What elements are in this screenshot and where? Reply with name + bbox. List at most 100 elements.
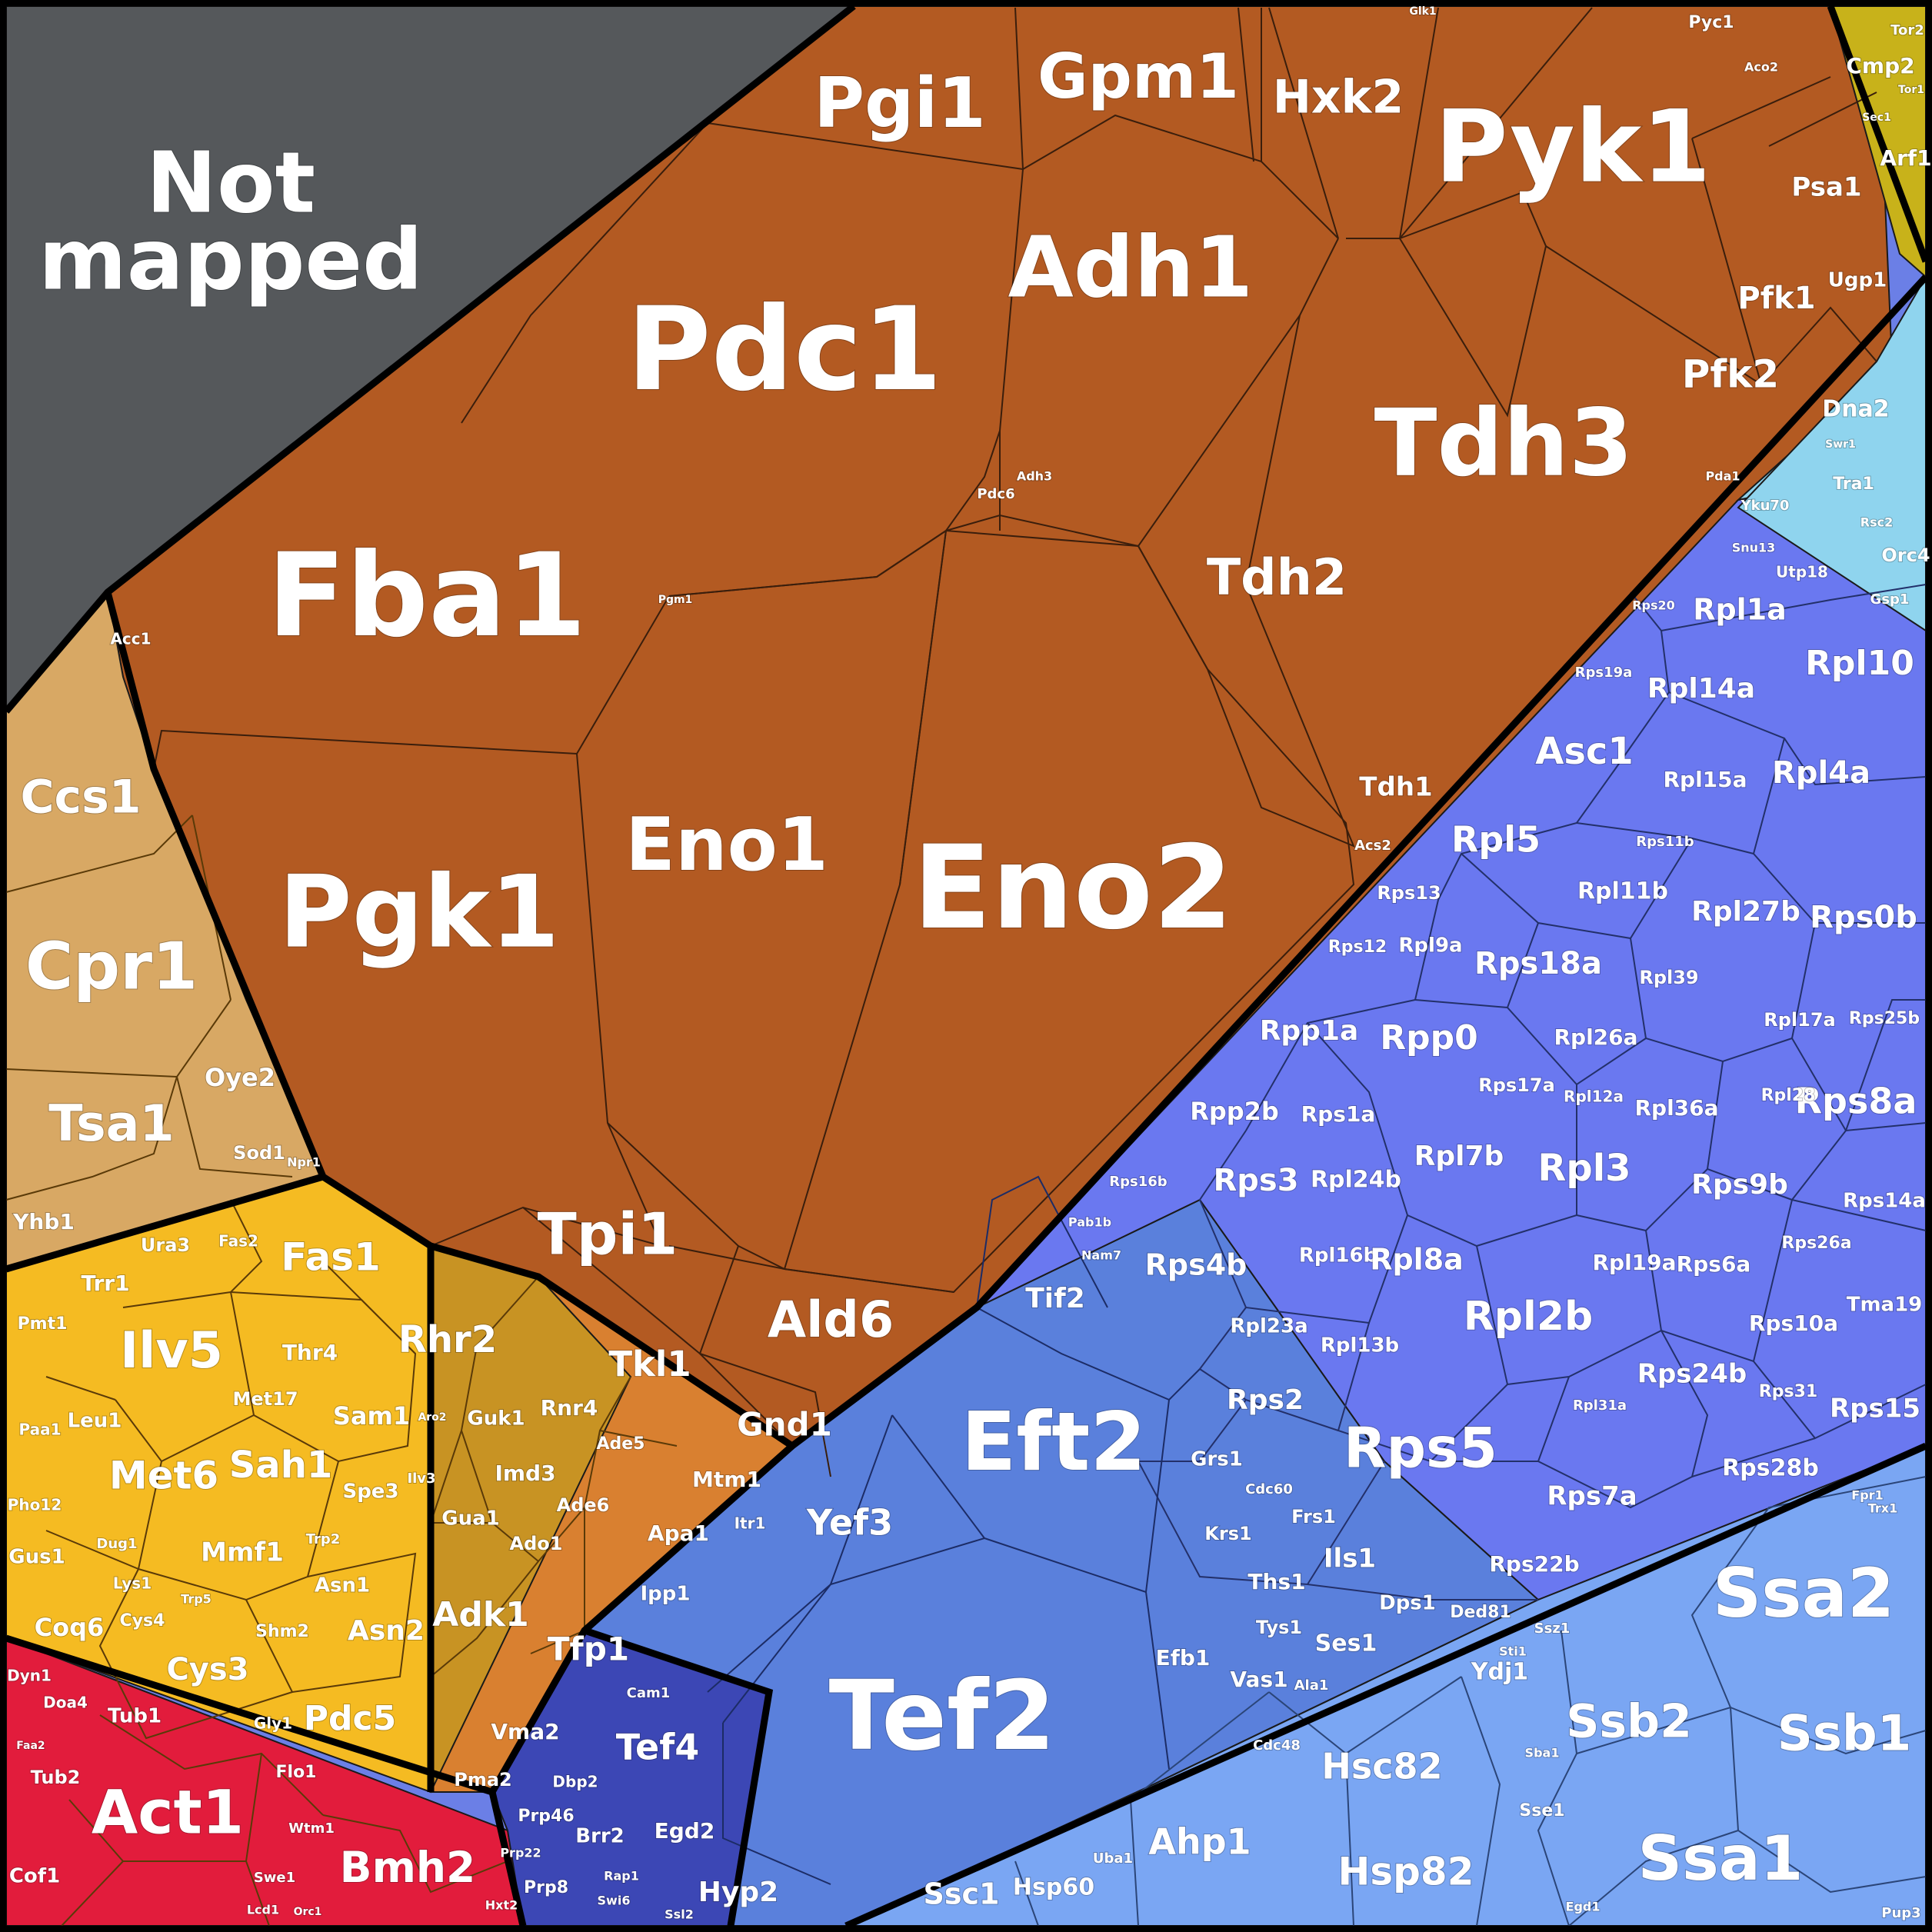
label-tpi1: Tpi1 <box>538 1201 678 1268</box>
label-rps12: Rps12 <box>1328 938 1387 957</box>
label-adk1: Adk1 <box>432 1595 528 1634</box>
label-pgm1: Pgm1 <box>658 594 693 606</box>
label-acc1: Acc1 <box>110 630 151 648</box>
label-dbp2: Dbp2 <box>552 1773 598 1791</box>
label-doa4: Doa4 <box>43 1694 88 1712</box>
label-rps17a: Rps17a <box>1478 1074 1555 1096</box>
label-rpp1a: Rpp1a <box>1260 1015 1359 1047</box>
label-trp5: Trp5 <box>181 1592 212 1607</box>
label-hyp2: Hyp2 <box>698 1877 778 1908</box>
label-pda1: Pda1 <box>1705 469 1740 484</box>
label-sba1: Sba1 <box>1525 1746 1560 1760</box>
label-pdc6: Pdc6 <box>977 486 1014 502</box>
label-rnr4: Rnr4 <box>541 1395 598 1421</box>
label-fas2: Fas2 <box>218 1232 258 1251</box>
label-hsp60: Hsp60 <box>1013 1874 1094 1901</box>
label-rps6a: Rps6a <box>1677 1251 1751 1277</box>
label-sec1: Sec1 <box>1862 112 1891 124</box>
label-tor1: Tor1 <box>1898 84 1924 96</box>
label-rpl16b: Rpl16b <box>1299 1244 1377 1267</box>
label-adh1: Adh1 <box>1008 218 1254 316</box>
label-tor2: Tor2 <box>1890 22 1924 38</box>
label-leu1: Leu1 <box>68 1410 122 1433</box>
label-pfk1: Pfk1 <box>1737 281 1815 316</box>
label-ilv5: Ilv5 <box>120 1322 223 1380</box>
label-shm2: Shm2 <box>255 1622 309 1641</box>
label-pgk1: Pgk1 <box>278 854 559 971</box>
label-ssl2: Ssl2 <box>665 1907 694 1922</box>
label-ade6: Ade6 <box>557 1494 610 1516</box>
label-rps13: Rps13 <box>1377 882 1441 904</box>
label-ala1: Ala1 <box>1294 1677 1329 1694</box>
label-rps25b: Rps25b <box>1849 1009 1920 1028</box>
label-rpl14a: Rpl14a <box>1647 673 1755 705</box>
label-pab1b: Pab1b <box>1068 1215 1111 1230</box>
label-rps18a: Rps18a <box>1474 946 1602 981</box>
glycolysis-cells <box>107 7 1877 1477</box>
label-rpl36a: Rpl36a <box>1634 1095 1718 1121</box>
label-tys1: Tys1 <box>1256 1617 1302 1638</box>
label-tdh1: Tdh1 <box>1359 772 1432 803</box>
label-rps2: Rps2 <box>1227 1384 1304 1416</box>
label-tma19: Tma19 <box>1847 1294 1923 1317</box>
label-vas1: Vas1 <box>1230 1667 1287 1692</box>
label-yku70: Yku70 <box>1740 498 1790 514</box>
label-rpl10: Rpl10 <box>1805 644 1914 683</box>
label-efb1: Efb1 <box>1156 1645 1211 1671</box>
label-rpl7b: Rpl7b <box>1414 1141 1504 1172</box>
label-ssa1: Ssa1 <box>1638 1823 1804 1894</box>
label-rps4b: Rps4b <box>1145 1248 1247 1282</box>
label-egd2: Egd2 <box>655 1818 715 1844</box>
label-trp2: Trp2 <box>306 1531 341 1547</box>
label-cmp2: Cmp2 <box>1846 53 1914 78</box>
label-krs1: Krs1 <box>1204 1523 1251 1544</box>
label-pfk2: Pfk2 <box>1682 352 1779 397</box>
label-rpp0: Rpp0 <box>1380 1018 1478 1058</box>
label-hsp82: Hsp82 <box>1338 1850 1474 1894</box>
label-sti1: Sti1 <box>1499 1644 1527 1659</box>
label-act1: Act1 <box>92 1778 244 1847</box>
label-asc1: Asc1 <box>1535 730 1634 773</box>
label-coq6: Coq6 <box>35 1613 105 1642</box>
label-npr1: Npr1 <box>287 1155 321 1170</box>
label-rpl5: Rpl5 <box>1451 819 1541 861</box>
label-fas1: Fas1 <box>281 1235 381 1280</box>
label-rps31: Rps31 <box>1759 1382 1817 1401</box>
label-ipp1: Ipp1 <box>641 1583 691 1606</box>
label-prp22: Prp22 <box>500 1846 541 1860</box>
label-egd1: Egd1 <box>1566 1900 1601 1914</box>
label-ssz1: Ssz1 <box>1534 1621 1571 1637</box>
label-pyk1: Pyk1 <box>1434 88 1710 205</box>
label-tkl1: Tkl1 <box>608 1344 691 1384</box>
labels: Not mapped Pdc1 Fba1 Pgk1 Eno1 Eno2 Pgi1… <box>6 5 1932 1923</box>
label-wtm1: Wtm1 <box>288 1820 335 1837</box>
label-rpl9a: Rpl9a <box>1398 934 1462 958</box>
label-prp8: Prp8 <box>524 1878 568 1897</box>
label-rpl15a: Rpl15a <box>1663 767 1747 792</box>
label-oye2: Oye2 <box>205 1063 275 1092</box>
label-ugp1: Ugp1 <box>1828 269 1887 292</box>
label-pho12: Pho12 <box>8 1496 62 1514</box>
label-cdc48: Cdc48 <box>1253 1737 1301 1754</box>
label-bmh2: Bmh2 <box>340 1843 476 1892</box>
label-tdh3: Tdh3 <box>1374 391 1634 498</box>
label-gua1: Gua1 <box>441 1507 500 1531</box>
label-dps1: Dps1 <box>1379 1592 1436 1615</box>
label-rps9b: Rps9b <box>1691 1169 1788 1201</box>
label-cys3: Cys3 <box>166 1652 248 1687</box>
label-yhb1: Yhb1 <box>12 1209 75 1234</box>
label-orc1: Orc1 <box>294 1906 322 1918</box>
label-rps15: Rps15 <box>1830 1394 1920 1424</box>
label-swi6: Swi6 <box>598 1894 631 1908</box>
label-rpl19a: Rpl19a <box>1592 1250 1676 1275</box>
label-ssc1: Ssc1 <box>924 1877 1000 1911</box>
label-cdc60: Cdc60 <box>1245 1481 1293 1497</box>
label-rps11b: Rps11b <box>1636 834 1694 850</box>
label-fpr1: Fpr1 <box>1851 1488 1883 1503</box>
label-prp46: Prp46 <box>518 1807 574 1826</box>
label-snu13: Snu13 <box>1732 541 1776 555</box>
label-ils1: Ils1 <box>1324 1544 1376 1574</box>
label-rpl39: Rpl39 <box>1639 967 1698 988</box>
label-ssb1: Ssb1 <box>1777 1706 1912 1763</box>
